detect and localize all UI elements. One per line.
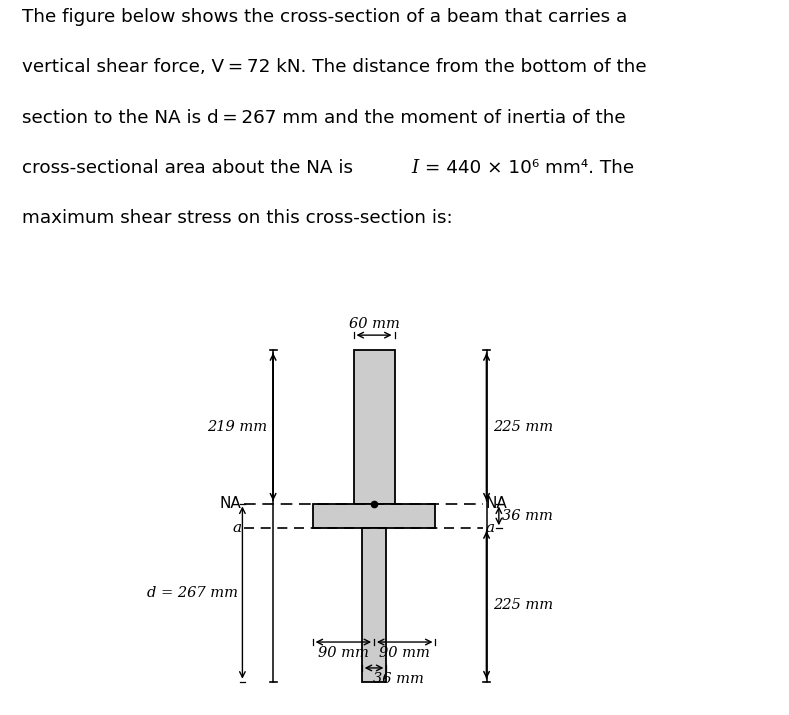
Text: d = 267 mm: d = 267 mm xyxy=(148,586,238,600)
Bar xyxy=(312,503,436,528)
Text: 90 mm: 90 mm xyxy=(380,646,430,660)
Text: vertical shear force, V = 72 kN. The distance from the bottom of the: vertical shear force, V = 72 kN. The dis… xyxy=(22,59,647,77)
Text: 225 mm: 225 mm xyxy=(493,420,554,434)
Text: 36 mm: 36 mm xyxy=(503,509,553,523)
Text: The figure below shows the cross-section of a beam that carries a: The figure below shows the cross-section… xyxy=(22,8,627,26)
Text: NA: NA xyxy=(486,496,507,511)
Text: cross-sectional area about the NA is: cross-sectional area about the NA is xyxy=(22,159,359,177)
Text: 36 mm: 36 mm xyxy=(373,672,424,686)
Text: = 440 × 10⁶ mm⁴. The: = 440 × 10⁶ mm⁴. The xyxy=(419,159,634,177)
Text: 90 mm: 90 mm xyxy=(318,646,368,660)
Text: I: I xyxy=(411,159,418,177)
Text: 225 mm: 225 mm xyxy=(493,598,554,612)
Text: 60 mm: 60 mm xyxy=(349,317,399,331)
Text: a: a xyxy=(233,521,241,535)
Text: maximum shear stress on this cross-section is:: maximum shear stress on this cross-secti… xyxy=(22,209,453,227)
Text: a: a xyxy=(486,521,495,535)
Text: 219 mm: 219 mm xyxy=(208,420,267,434)
Text: section to the NA is d = 267 mm and the moment of inertia of the: section to the NA is d = 267 mm and the … xyxy=(22,109,626,127)
Bar xyxy=(362,528,387,681)
Text: NA: NA xyxy=(220,496,241,511)
Bar xyxy=(353,350,394,503)
